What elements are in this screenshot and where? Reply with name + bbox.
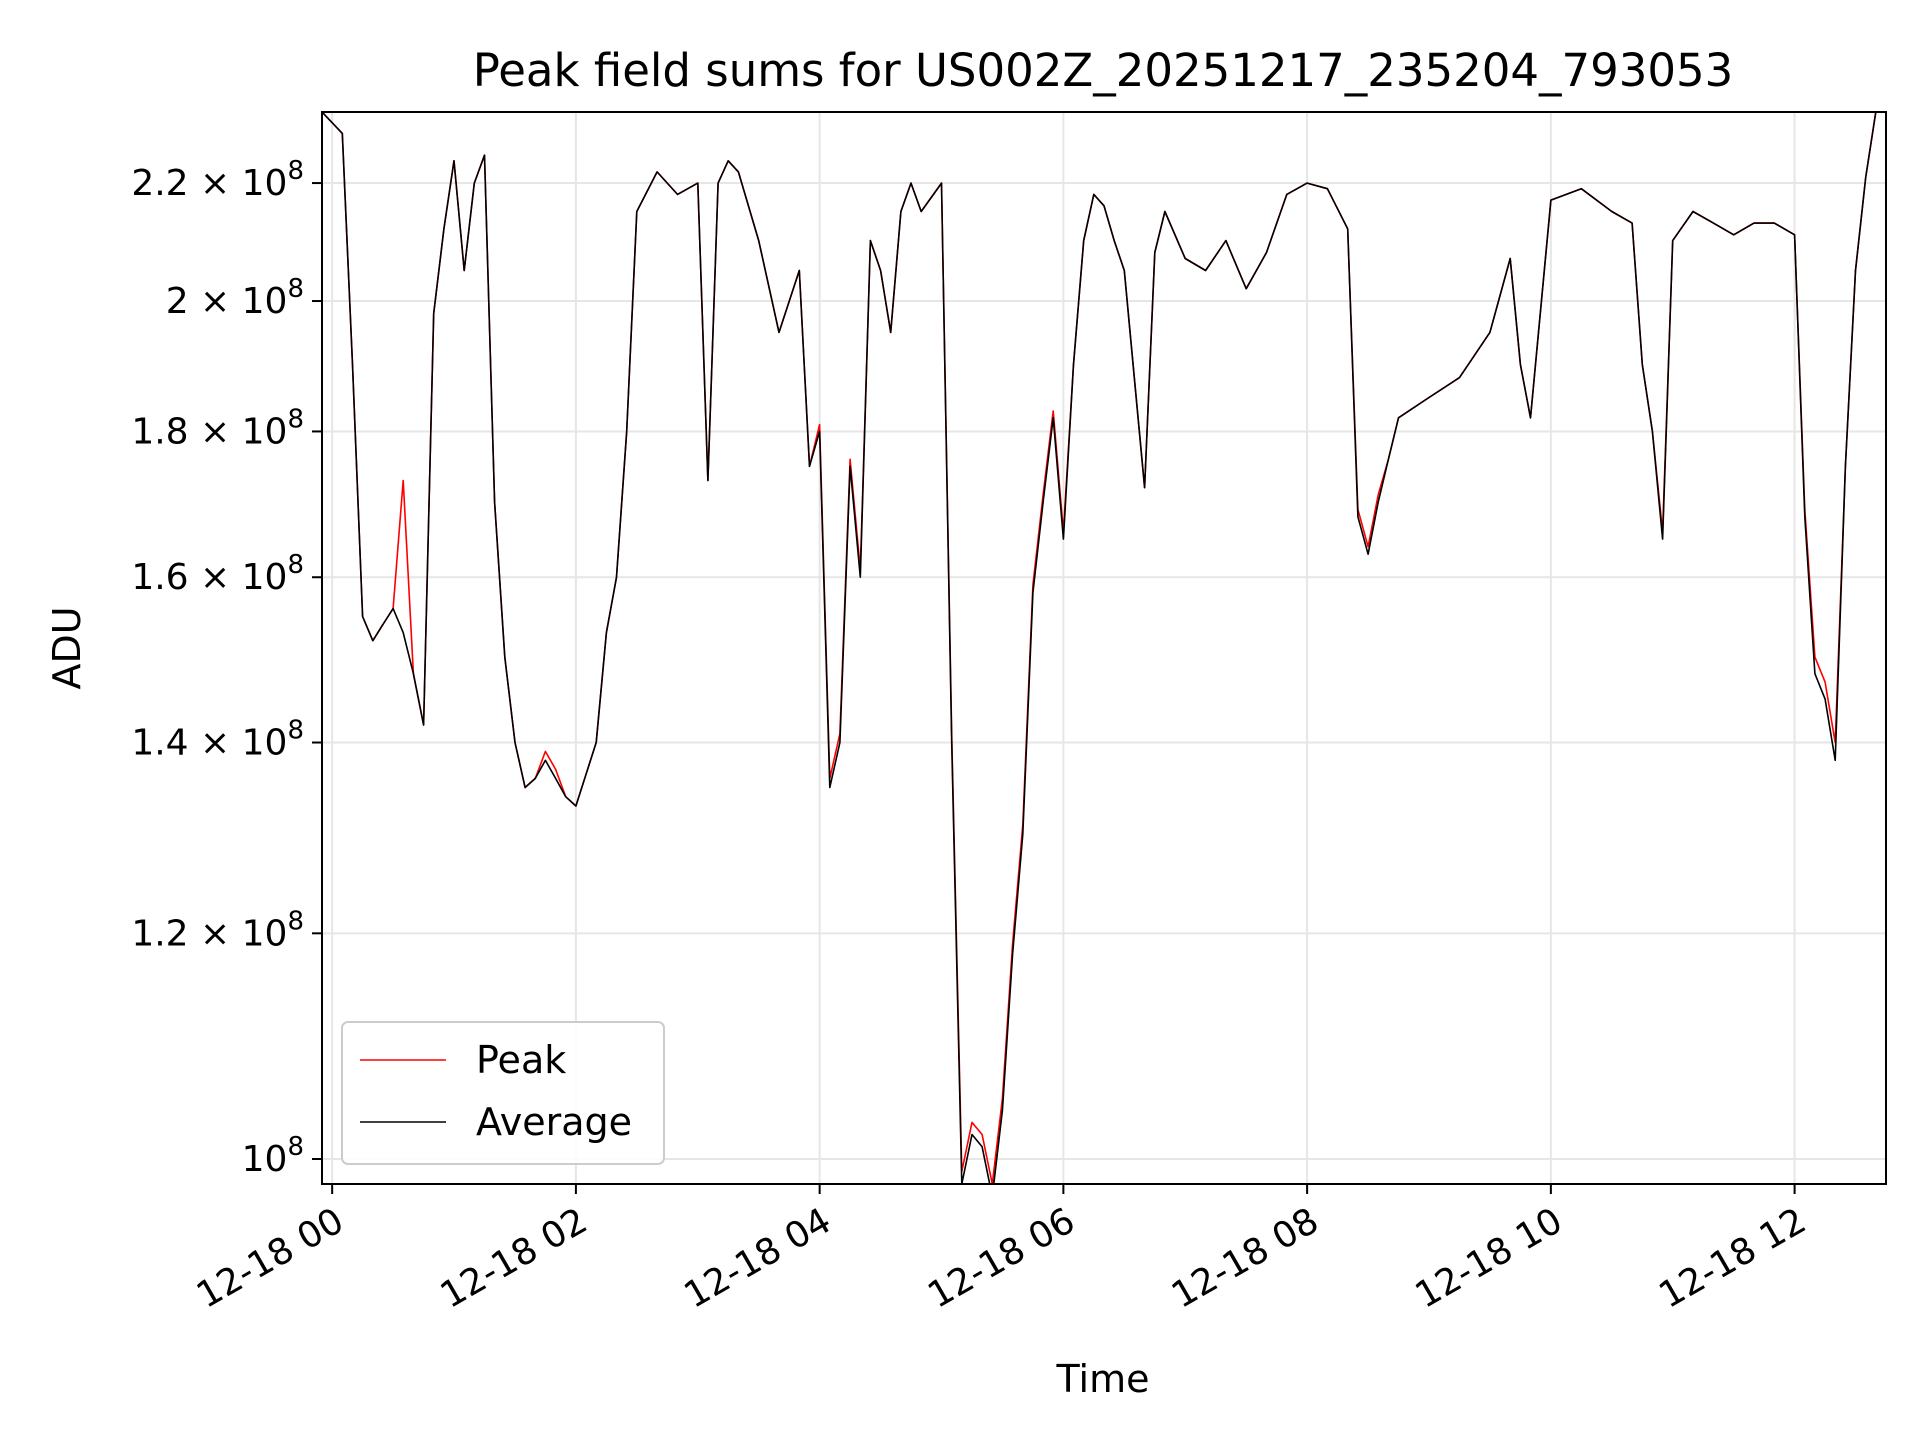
- x-tick-label: 12-18 06: [921, 1200, 1082, 1316]
- y-tick-label: 1.4 × 108: [131, 716, 304, 764]
- chart-title: Peak field sums for US002Z_20251217_2352…: [473, 44, 1734, 97]
- x-tick-label: 12-18 10: [1409, 1200, 1570, 1316]
- y-axis-ticks: 108 1.2 × 108 1.4 × 108 1.6 × 108 1.8 × 108 2…: [131, 156, 322, 1180]
- y-tick-label: 1.2 × 108: [131, 906, 304, 954]
- x-tick-label: 12-18 08: [1165, 1200, 1326, 1316]
- y-tick-label: 1.6 × 108: [131, 550, 304, 598]
- legend-label-peak: Peak: [476, 1038, 566, 1082]
- legend: Peak Average: [341, 1021, 665, 1165]
- y-axis-label: ADU: [45, 606, 89, 689]
- grid: [322, 112, 1886, 1184]
- y-tick-label: 108: [242, 1132, 304, 1180]
- series-average-line: [322, 112, 1877, 1184]
- y-tick-label: 2 × 108: [166, 274, 304, 322]
- x-axis-label: Time: [1056, 1357, 1150, 1401]
- legend-box: [341, 1021, 665, 1165]
- x-tick-label: 12-18 02: [434, 1200, 595, 1316]
- x-axis-ticks: 12-18 00 12-18 02 12-18 04 12-18 06 12-18 08…: [190, 1184, 1813, 1317]
- x-tick-label: 12-18 04: [677, 1200, 838, 1316]
- y-tick-label: 2.2 × 108: [131, 156, 304, 204]
- x-tick-label: 12-18 00: [190, 1200, 351, 1316]
- plot-lines: [322, 112, 1877, 1184]
- x-tick-label: 12-18 12: [1652, 1200, 1813, 1316]
- y-tick-label: 1.8 × 108: [131, 404, 304, 452]
- plot-frame: [321, 111, 1887, 1185]
- legend-label-average: Average: [476, 1100, 632, 1144]
